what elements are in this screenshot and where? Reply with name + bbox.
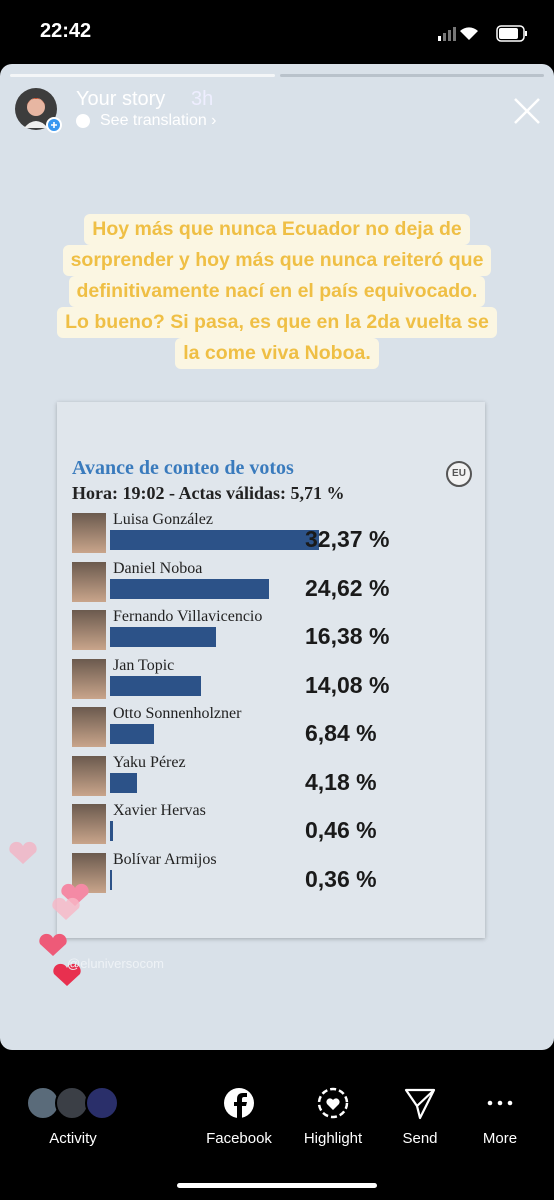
candidate-photo — [72, 658, 106, 699]
candidate-photo — [72, 804, 106, 844]
story: Your story 3h See translation › Hoy más … — [0, 64, 554, 1050]
candidate-name: Luisa González — [113, 511, 213, 528]
value-label: 14,08 % — [305, 671, 390, 698]
caption-line: definitivamente nací en el país equivoca… — [68, 276, 486, 307]
caption-row: sorprender y hoy más que nunca reiteró q… — [0, 245, 554, 276]
see-translation[interactable]: See translation › — [100, 112, 217, 129]
value-label: 32,37 % — [305, 526, 390, 552]
close-button[interactable] — [512, 96, 542, 126]
chart-logo: EU — [446, 461, 472, 487]
caption-line: Lo bueno? Si pasa, es que en la 2da vuel… — [57, 307, 497, 338]
bottom-action[interactable]: Facebook — [206, 1130, 272, 1147]
candidate-photo — [72, 707, 106, 747]
bar — [110, 821, 113, 841]
story-owner[interactable]: Your story — [76, 88, 166, 110]
chart-title: Avance de conteo de votos — [72, 457, 294, 479]
bar — [110, 578, 269, 599]
candidate-name: Jan Topic — [113, 656, 175, 674]
value-label: 6,84 % — [305, 720, 377, 746]
value-label: 24,62 % — [305, 574, 390, 601]
candidate-photo — [72, 513, 106, 553]
bar — [110, 627, 216, 647]
bar — [110, 530, 319, 550]
status-icons — [438, 25, 527, 42]
bottom-icons — [26, 1086, 513, 1120]
caption-line: Hoy más que nunca Ecuador no deja de — [84, 214, 470, 245]
bottom-action[interactable]: Highlight — [303, 1130, 363, 1147]
home-indicator — [177, 1183, 377, 1188]
value-label: 16,38 % — [305, 623, 390, 649]
bar — [110, 675, 201, 696]
caption-line: la come viva Noboa. — [175, 338, 379, 369]
status-time: 22:42 — [40, 20, 92, 42]
candidate-name: Yaku Pérez — [113, 753, 186, 771]
progress-done — [10, 74, 275, 77]
hearts — [9, 841, 89, 986]
candidate-name: Fernando Villavicencio — [113, 608, 263, 625]
candidate-name: Xavier Hervas — [113, 802, 206, 819]
see-translation-text[interactable]: See translation — [100, 112, 207, 129]
caption-row: definitivamente nací en el país equivoca… — [0, 276, 554, 307]
caption-row: Lo bueno? Si pasa, es que en la 2da vuel… — [0, 307, 554, 338]
bottom-action[interactable]: More — [482, 1130, 518, 1147]
bar — [110, 869, 113, 890]
bottom-action[interactable]: Activity — [49, 1130, 97, 1147]
candidate-name: Bolívar Armijos — [113, 850, 217, 868]
value-label: 0,36 % — [305, 865, 377, 892]
bar — [110, 724, 155, 744]
bottom-action[interactable]: Send — [402, 1130, 438, 1147]
avatar[interactable] — [14, 88, 64, 134]
candidate-photo — [72, 755, 106, 796]
bar — [110, 772, 137, 793]
candidate-name: Otto Sonnenholzner — [113, 705, 242, 722]
story-age: 3h — [191, 88, 214, 110]
chart-card: Avance de conteo de votos Hora: 19:02 - … — [57, 402, 485, 938]
candidate-photo — [72, 610, 106, 650]
candidate-name: Daniel Noboa — [113, 559, 203, 577]
value-label: 0,46 % — [305, 817, 377, 843]
caption: Hoy más que nunca Ecuador no deja de sorp… — [0, 214, 554, 369]
caption-line: sorprender y hoy más que nunca reiteró q… — [62, 245, 492, 276]
candidate-photo — [72, 561, 106, 602]
progress-pending — [280, 74, 544, 77]
translate-icon — [76, 114, 90, 128]
chart-subtitle: Hora: 19:02 - Actas válidas: 5,71 % — [72, 483, 345, 503]
value-label: 4,18 % — [305, 768, 377, 795]
caption-row: la come viva Noboa. — [0, 338, 554, 369]
caption-row: Hoy más que nunca Ecuador no deja de — [0, 214, 554, 245]
watermark: @eluniversocom — [67, 956, 165, 971]
